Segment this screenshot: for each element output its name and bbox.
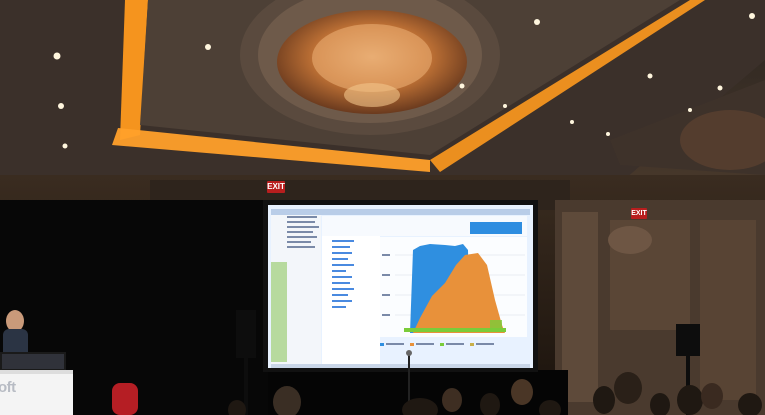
exit-sign-left: EXIT (267, 181, 285, 193)
audience-icon (228, 372, 762, 415)
chart-orange-area (413, 253, 505, 333)
ceiling-glow-bottom (112, 128, 430, 172)
podium-icon (0, 370, 73, 415)
microphone-icon (406, 350, 412, 415)
ceiling-glow-left (120, 0, 148, 140)
presenter-icon (3, 310, 28, 359)
recessed-light-icon (53, 13, 755, 149)
chair-icon (112, 383, 138, 415)
chart-green-band (404, 328, 506, 332)
speaker-icon (236, 310, 256, 358)
speaker-right-icon (676, 324, 700, 356)
exit-sign-right: EXIT (631, 208, 647, 219)
podium-logo-text: oft (0, 379, 16, 396)
ceiling-glow-right (430, 0, 705, 172)
